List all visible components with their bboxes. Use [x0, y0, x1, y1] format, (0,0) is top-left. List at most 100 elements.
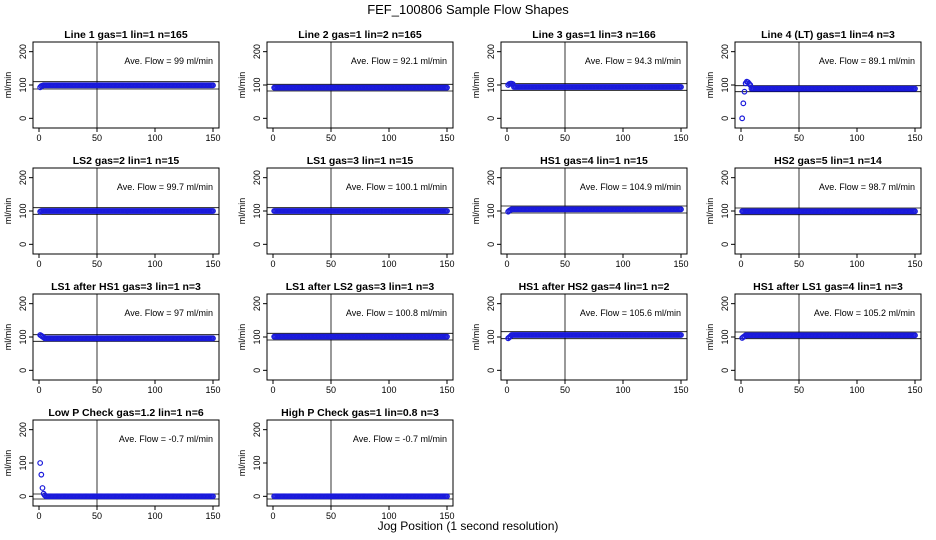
data-point	[39, 485, 46, 491]
y-tick-label: 200	[486, 170, 496, 185]
x-tick-label: 100	[381, 385, 396, 395]
x-tick-label: 100	[381, 511, 396, 521]
plot-frame	[734, 41, 922, 129]
panel-title: Line 4 (LT) gas=1 lin=4 n=3	[761, 29, 895, 41]
y-tick-label: 100	[486, 77, 496, 92]
page-title: FEF_100806 Sample Flow Shapes	[367, 2, 569, 17]
y-tick-label: 200	[486, 296, 496, 311]
y-axis-title: ml/min	[3, 324, 13, 351]
y-tick-label: 0	[252, 116, 262, 121]
panel-title: Low P Check gas=1.2 lin=1 n=6	[48, 407, 203, 419]
y-tick-label: 0	[720, 368, 730, 373]
chart-panel: LS2 gas=2 lin=1 n=15 ml/min 0 100 200 0 50 100 1…	[3, 155, 221, 269]
x-tick-label: 100	[147, 385, 162, 395]
x-tick-label: 100	[147, 133, 162, 143]
y-tick-label: 100	[720, 203, 730, 218]
x-tick-label: 50	[326, 259, 336, 269]
x-tick-label: 150	[907, 259, 922, 269]
y-tick-label: 200	[252, 170, 262, 185]
average-flow-annotation: Ave. Flow = 104.9 ml/min	[580, 182, 681, 192]
chart-panel: Line 1 gas=1 lin=1 n=165 ml/min 0 100 200 0 50…	[3, 29, 221, 143]
average-flow-annotation: Ave. Flow = 92.1 ml/min	[351, 56, 447, 66]
y-tick-label: 200	[18, 296, 28, 311]
chart-panel: HS1 after HS2 gas=4 lin=1 n=2 ml/min 0 100 2…	[471, 281, 689, 395]
average-flow-annotation: Ave. Flow = 99 ml/min	[124, 56, 213, 66]
x-tick-label: 50	[560, 259, 570, 269]
data-point	[444, 333, 450, 340]
x-axis-label: Jog Position (1 second resolution)	[377, 519, 559, 533]
data-point	[38, 471, 45, 478]
y-tick-label: 0	[18, 116, 28, 121]
y-tick-label: 100	[252, 203, 262, 218]
data-point	[210, 82, 216, 89]
panel-title: LS1 after LS2 gas=3 lin=1 n=3	[286, 281, 435, 293]
y-tick-label: 200	[720, 170, 730, 185]
y-tick-label: 100	[18, 455, 28, 470]
x-tick-label: 0	[738, 259, 743, 269]
data-point	[912, 208, 918, 215]
x-tick-label: 50	[794, 385, 804, 395]
x-tick-label: 150	[205, 511, 220, 521]
panel-title: Line 1 gas=1 lin=1 n=165	[64, 29, 188, 41]
x-tick-label: 100	[615, 385, 630, 395]
data-point	[444, 493, 450, 500]
data-point	[740, 100, 747, 107]
y-axis-title: ml/min	[237, 324, 247, 351]
y-tick-label: 100	[18, 203, 28, 218]
data-point	[678, 206, 684, 213]
x-tick-label: 0	[36, 259, 41, 269]
y-tick-label: 100	[18, 329, 28, 344]
x-tick-label: 50	[326, 511, 336, 521]
x-tick-label: 150	[673, 259, 688, 269]
panel-title: LS2 gas=2 lin=1 n=15	[73, 155, 180, 167]
y-tick-label: 200	[486, 44, 496, 59]
y-tick-label: 0	[720, 242, 730, 247]
panel-title: HS2 gas=5 lin=1 n=14	[774, 155, 882, 167]
x-tick-label: 0	[504, 133, 509, 143]
panel-title: Line 3 gas=1 lin=3 n=166	[532, 29, 656, 41]
x-tick-label: 150	[205, 133, 220, 143]
y-tick-label: 0	[720, 116, 730, 121]
x-tick-label: 150	[205, 385, 220, 395]
chart-panel: HS1 gas=4 lin=1 n=15 ml/min 0 100 200 0 50 100 1…	[471, 155, 689, 269]
y-tick-label: 100	[18, 77, 28, 92]
data-point	[739, 115, 746, 122]
panel-title: LS1 gas=3 lin=1 n=15	[307, 155, 414, 167]
average-flow-annotation: Ave. Flow = 89.1 ml/min	[819, 56, 915, 66]
panel-title: HS1 after LS1 gas=4 lin=1 n=3	[753, 281, 903, 293]
x-tick-label: 100	[381, 133, 396, 143]
x-tick-label: 0	[738, 133, 743, 143]
data-point	[210, 208, 216, 214]
x-tick-label: 50	[92, 133, 102, 143]
x-tick-label: 150	[439, 133, 454, 143]
plot-frame	[32, 419, 220, 507]
average-flow-annotation: Ave. Flow = 100.8 ml/min	[346, 308, 447, 318]
y-tick-label: 0	[252, 368, 262, 373]
x-tick-label: 0	[270, 511, 275, 521]
y-tick-label: 0	[486, 368, 496, 373]
x-tick-label: 50	[92, 385, 102, 395]
x-tick-label: 50	[326, 385, 336, 395]
average-flow-annotation: Ave. Flow = 94.3 ml/min	[585, 56, 681, 66]
x-tick-label: 100	[381, 259, 396, 269]
chart-panel: HS2 gas=5 lin=1 n=14 ml/min 0 100 200 0 50 100 1…	[705, 155, 923, 269]
data-point	[678, 332, 684, 338]
chart-panel: LS1 after HS1 gas=3 lin=1 n=3 ml/min 0 100 2…	[3, 281, 221, 395]
average-flow-annotation: Ave. Flow = 105.2 ml/min	[814, 308, 915, 318]
chart-panel: LS1 gas=3 lin=1 n=15 ml/min 0 100 200 0 50 100 1…	[237, 155, 455, 269]
x-tick-label: 100	[147, 511, 162, 521]
x-tick-label: 150	[673, 133, 688, 143]
y-tick-label: 0	[252, 242, 262, 247]
y-tick-label: 100	[252, 77, 262, 92]
y-tick-label: 200	[720, 44, 730, 59]
panel-title: High P Check gas=1 lin=0.8 n=3	[281, 407, 439, 419]
y-tick-label: 100	[486, 203, 496, 218]
average-flow-annotation: Ave. Flow = 99.7 ml/min	[117, 182, 213, 192]
y-tick-label: 200	[720, 296, 730, 311]
y-tick-label: 0	[18, 494, 28, 499]
x-tick-label: 0	[36, 385, 41, 395]
y-tick-label: 0	[486, 242, 496, 247]
y-axis-title: ml/min	[3, 198, 13, 225]
x-tick-label: 150	[205, 259, 220, 269]
y-axis-title: ml/min	[471, 198, 481, 225]
